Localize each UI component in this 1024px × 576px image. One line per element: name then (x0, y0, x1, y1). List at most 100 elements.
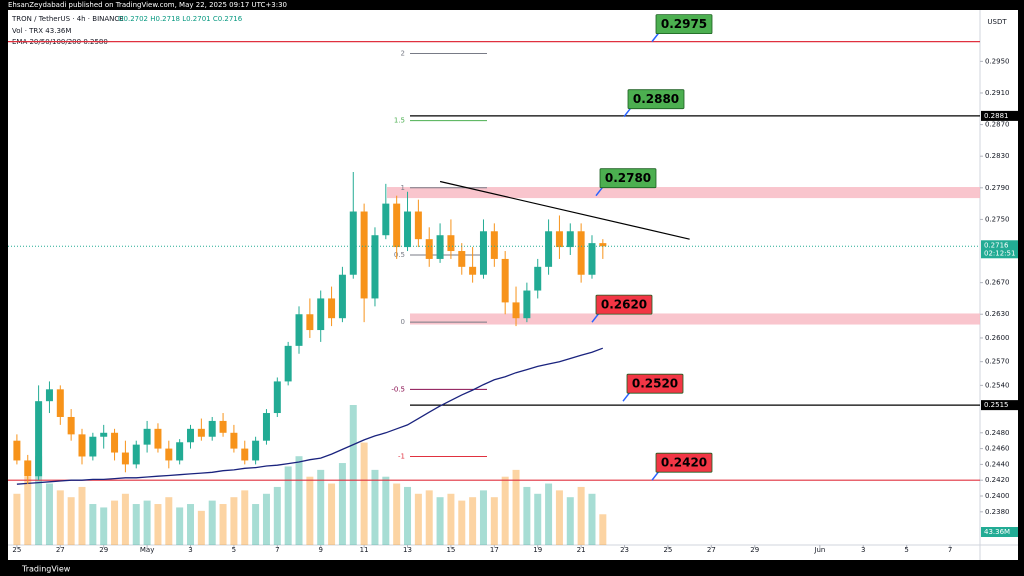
volume-bar (425, 490, 433, 545)
callout-label: 0.2620 (601, 298, 647, 312)
volume-bar (35, 456, 43, 545)
volume-bar (132, 504, 140, 545)
volume-bar (273, 486, 281, 545)
x-tick-label: 19 (533, 546, 542, 554)
candle-body (35, 401, 43, 477)
volume-bar (577, 486, 585, 545)
candle-body (45, 389, 53, 402)
x-tick-label: 11 (360, 546, 369, 554)
candle-body (501, 258, 509, 303)
candle-body (132, 444, 140, 465)
candle-body (13, 440, 21, 461)
volume-bar (176, 507, 184, 545)
x-tick-label: 27 (56, 546, 65, 554)
candle-body (121, 452, 129, 465)
volume-bar (328, 483, 336, 545)
y-tick-label: 0.2630 (985, 310, 1010, 318)
volume-bar (241, 490, 249, 545)
zone (410, 313, 980, 325)
volume-bar (306, 476, 314, 545)
candle-body (393, 203, 401, 248)
volume-badge-label: 43.36M (984, 528, 1010, 536)
candle-body (577, 231, 585, 275)
volume-bar (230, 497, 238, 545)
x-tick-label: 21 (577, 546, 586, 554)
candle-body (306, 314, 314, 331)
x-tick-label: 27 (707, 546, 716, 554)
callout-arrow (591, 312, 600, 323)
candle-body (241, 448, 249, 461)
x-tick-label: 5 (904, 546, 908, 554)
x-tick-label: 7 (948, 546, 952, 554)
y-tick-label: 0.2480 (985, 429, 1010, 437)
volume-bar (284, 466, 292, 545)
ohlc: O0.2702 H0.2718 L0.2701 C0.2716 (118, 15, 243, 23)
candle-body (187, 428, 195, 443)
candle-body (382, 203, 390, 236)
candle-body (555, 231, 563, 248)
volume-bar (121, 493, 129, 545)
callout-box (655, 452, 713, 473)
callout-box (595, 294, 653, 315)
callout-label: 0.2420 (661, 456, 707, 470)
volume-bar (317, 469, 325, 545)
x-tick-label: 29 (99, 546, 108, 554)
volume-bar (479, 490, 487, 545)
x-tick-label: 9 (318, 546, 322, 554)
candle-body (78, 434, 86, 457)
candle-body (111, 432, 119, 453)
volume-bar (588, 493, 596, 545)
candle-body (479, 231, 487, 275)
candle-body (284, 345, 292, 382)
fib-label: -0.5 (391, 385, 405, 393)
x-tick-label: 13 (403, 546, 412, 554)
volume-bar (534, 493, 542, 545)
fib-label: 2 (401, 49, 405, 57)
callout-arrow (595, 186, 604, 197)
callout-box (655, 14, 713, 35)
candle-body (328, 298, 336, 319)
candle-body (371, 235, 379, 299)
callout-box (599, 168, 657, 189)
currency: USDT (987, 18, 1007, 26)
last-price-label: 0.2716 (984, 241, 1009, 249)
volume-bar (436, 497, 444, 545)
candle-body (436, 235, 444, 259)
candle-body (154, 428, 162, 449)
x-tick-label: 7 (275, 546, 279, 554)
volume-bar (371, 469, 379, 545)
volume-bar (143, 500, 151, 545)
x-tick-label: 3 (188, 546, 192, 554)
volume-bar (252, 504, 260, 545)
candle-body (425, 239, 433, 259)
brand: TradingView (21, 565, 71, 574)
volume-bar (262, 493, 270, 545)
y-tick-label: 0.2870 (985, 121, 1010, 129)
volume-badge (981, 527, 1018, 537)
y-tick-label: 0.2420 (985, 476, 1010, 484)
volume-bar (338, 463, 346, 545)
volume-bar (100, 507, 108, 545)
volume-bar (360, 442, 368, 545)
candle-body (197, 428, 205, 437)
volume-bar (56, 490, 64, 545)
countdown: 02:12:51 (984, 249, 1015, 257)
level-badge (981, 400, 1018, 411)
volume-bar (393, 483, 401, 545)
volume-bar (566, 497, 574, 545)
symbol: TRON / TetherUS · 4h · BINANCE (11, 15, 124, 23)
zone (387, 187, 980, 199)
volume-bar (154, 504, 162, 545)
level-badge-label: 0.2515 (984, 401, 1009, 409)
candle-body (414, 211, 422, 240)
x-tick-label: 3 (861, 546, 865, 554)
x-tick-label: 23 (620, 546, 629, 554)
candle-body (230, 432, 238, 449)
volume-bar (197, 510, 205, 545)
x-tick-label: 5 (232, 546, 236, 554)
candle-body (566, 231, 574, 248)
y-tick-label: 0.2460 (985, 445, 1010, 453)
y-tick-label: 0.2830 (985, 152, 1010, 160)
